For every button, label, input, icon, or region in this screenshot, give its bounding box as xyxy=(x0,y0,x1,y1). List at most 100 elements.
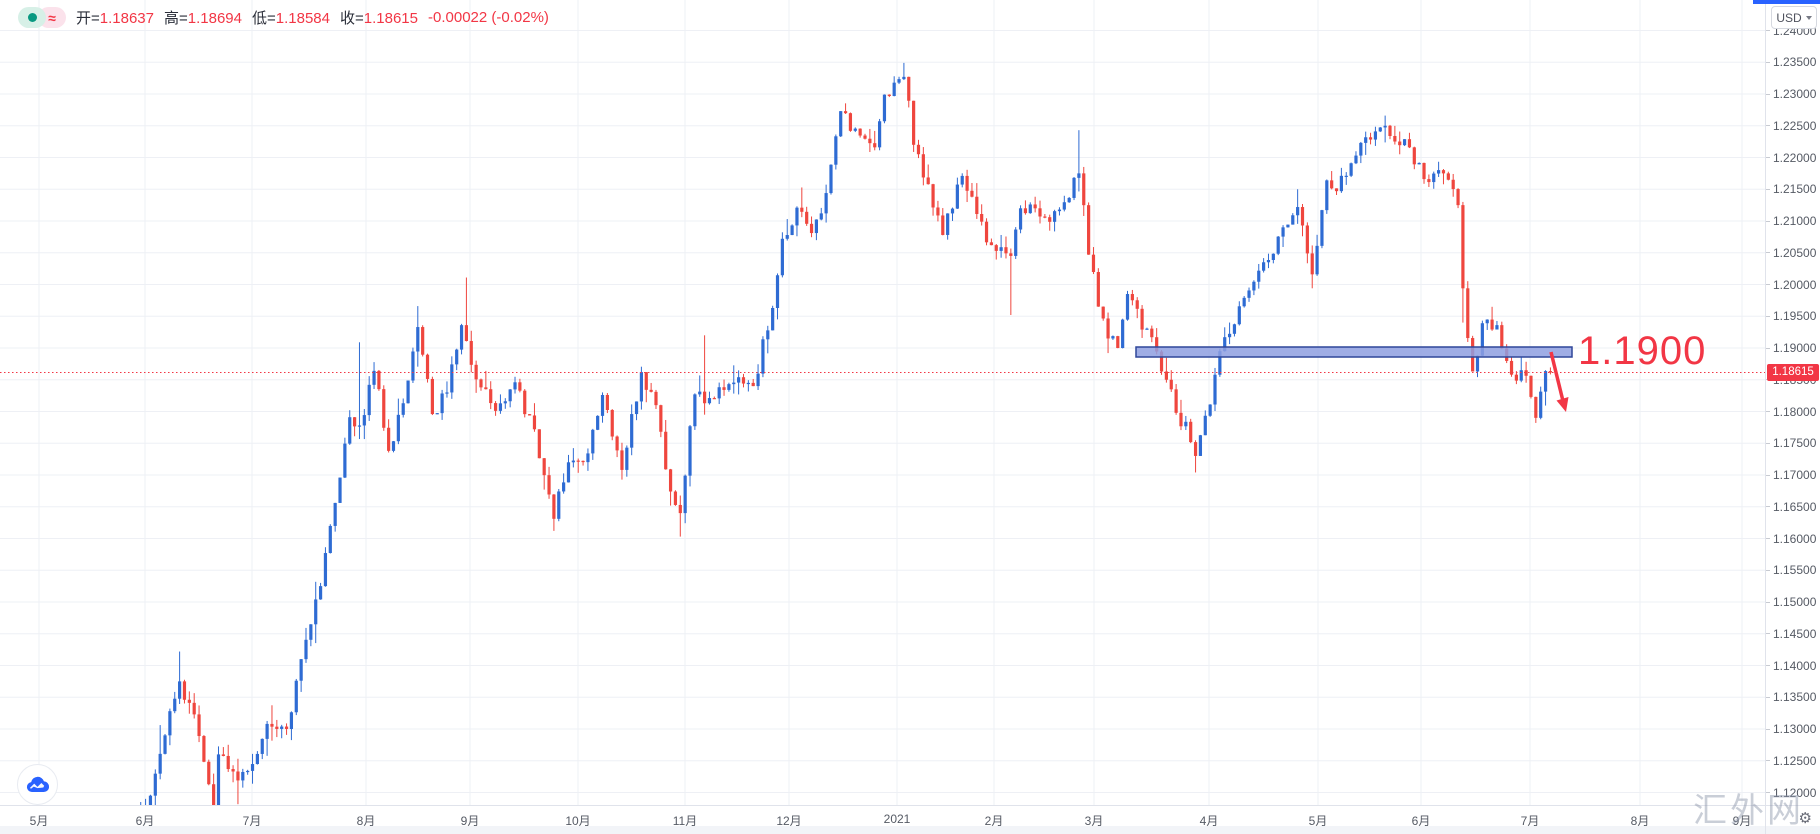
candle-body xyxy=(790,225,794,236)
candle-body xyxy=(1140,308,1144,330)
price-tick-label: 1.19000 xyxy=(1773,341,1817,355)
gear-icon[interactable]: ⚙ xyxy=(1798,810,1812,827)
candle-body xyxy=(406,380,410,404)
price-tick-label: 1.12000 xyxy=(1773,785,1817,800)
candle-body xyxy=(805,211,809,224)
candle-body xyxy=(1325,180,1329,211)
time-tick-label: 9月 xyxy=(460,814,480,828)
price-tick-mark xyxy=(1766,30,1770,31)
time-tick-label: 4月 xyxy=(1199,814,1219,828)
candle-body xyxy=(1252,281,1256,291)
candle-body xyxy=(1072,177,1076,198)
candle-body xyxy=(926,177,930,185)
candle-body xyxy=(294,680,298,713)
candle-body xyxy=(785,235,789,239)
price-tick-mark xyxy=(1766,633,1770,635)
price-tick-mark xyxy=(1766,157,1770,158)
candle-body xyxy=(1164,371,1168,380)
candle-body xyxy=(775,275,780,308)
candle-body xyxy=(289,712,294,729)
candle-body xyxy=(863,135,867,139)
candlestick-chart-canvas[interactable] xyxy=(0,0,1765,805)
currency-dropdown-label: USD xyxy=(1776,10,1802,25)
candle-body xyxy=(523,390,527,415)
candle-body xyxy=(1018,208,1023,230)
candle-body xyxy=(984,221,989,243)
candle-wick xyxy=(1438,161,1440,177)
candle-wick xyxy=(232,765,234,783)
logo-button[interactable] xyxy=(17,764,58,805)
candle-body xyxy=(644,372,648,390)
candle-wick xyxy=(1010,248,1012,315)
candle-body xyxy=(615,436,619,451)
chart-pane[interactable]: ≈ 开=1.18637 高=1.18694 低=1.18584 收=1.1861… xyxy=(0,0,1765,805)
time-tick-label: 2月 xyxy=(984,814,1004,828)
candle-wick xyxy=(1384,115,1386,143)
candle-wick xyxy=(281,724,283,739)
candle-body xyxy=(1101,306,1105,319)
candle-body xyxy=(387,427,391,451)
candle-body xyxy=(207,761,211,785)
price-axis[interactable]: 1.18615 1.24000 1.23500 1.23000 1.22500 1.22… xyxy=(1753,0,1820,805)
candle-body xyxy=(338,477,342,503)
candle-body xyxy=(212,784,216,805)
candle-body xyxy=(1096,272,1100,307)
time-axis[interactable]: 5月 6月 7月 8月 9月 10月 11月 12月 2021 2月 3月 4月 5月 6月 7月 8月 9月 xyxy=(0,805,1765,834)
current-price-badge: 1.18615 xyxy=(1767,363,1819,381)
candle-body xyxy=(693,394,697,427)
candle-body xyxy=(265,723,269,739)
candle-wick xyxy=(1049,214,1051,231)
candle-body xyxy=(1417,162,1421,165)
candle-body xyxy=(931,184,935,208)
candle-body xyxy=(1242,297,1246,307)
candle-body xyxy=(1237,306,1241,325)
candle-body xyxy=(1368,137,1373,140)
candle-body xyxy=(1300,207,1305,226)
price-tick-mark xyxy=(1766,347,1770,349)
price-tick-mark xyxy=(1766,569,1770,571)
candle-body xyxy=(1286,224,1290,228)
candle-body xyxy=(1257,270,1261,282)
candle-body xyxy=(1315,245,1319,275)
candle-body xyxy=(1208,404,1212,416)
candle-body xyxy=(1364,137,1368,143)
price-tick-mark xyxy=(1766,474,1770,476)
candle-body xyxy=(1033,204,1037,209)
candle-body xyxy=(401,403,405,415)
candle-body xyxy=(1296,207,1300,216)
price-tick-label: 1.15500 xyxy=(1773,563,1817,578)
candle-body xyxy=(858,128,862,136)
currency-dropdown-button[interactable]: USD xyxy=(1771,6,1817,29)
candle-body xyxy=(912,100,916,145)
candle-body xyxy=(391,441,396,451)
time-tick-label: 3月 xyxy=(1084,814,1104,828)
ohlc-legend: ≈ 开=1.18637 高=1.18694 低=1.18584 收=1.1861… xyxy=(18,7,549,28)
candle-body xyxy=(712,398,716,400)
candle-body xyxy=(668,469,673,492)
candle-body xyxy=(231,769,235,772)
chevron-down-icon xyxy=(1805,15,1812,20)
candle-wick xyxy=(286,723,288,735)
level-annotation-label[interactable]: 1.1900 xyxy=(1578,329,1707,373)
candle-wick xyxy=(952,207,954,221)
candle-body xyxy=(892,82,896,97)
candle-body xyxy=(508,389,512,402)
candle-wick xyxy=(679,495,681,537)
candle-body xyxy=(1344,175,1348,177)
price-tick-mark xyxy=(1766,411,1770,412)
candle-wick xyxy=(222,747,224,757)
candle-wick xyxy=(699,375,701,397)
candle-body xyxy=(1121,319,1125,348)
candle-body xyxy=(1227,333,1232,338)
price-tick-mark xyxy=(1766,538,1770,539)
candle-body xyxy=(1174,389,1178,413)
axis-corner-cell: ⚙ xyxy=(1765,805,1820,834)
candle-body xyxy=(1339,175,1343,192)
candle-body xyxy=(989,242,993,246)
candle-wick xyxy=(1336,188,1338,195)
candle-body xyxy=(1519,370,1523,381)
down-arrow-annotation[interactable] xyxy=(1549,351,1565,400)
candle-body xyxy=(1052,211,1057,222)
level-line-annotation[interactable] xyxy=(1135,346,1573,358)
candle-body xyxy=(280,726,284,729)
